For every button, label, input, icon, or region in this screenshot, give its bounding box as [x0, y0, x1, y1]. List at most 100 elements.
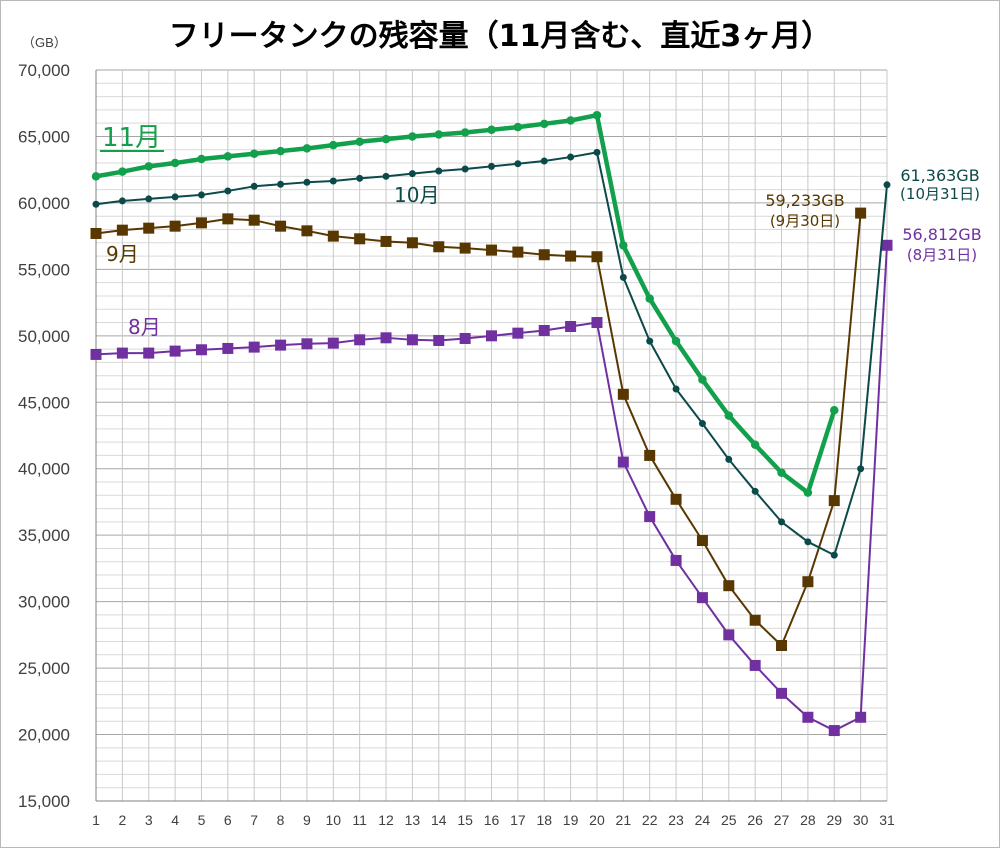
- data-point: [540, 157, 548, 165]
- end-date-label: (8月31日): [907, 246, 977, 264]
- y-tick-label: 45,000: [18, 393, 70, 412]
- series-10月: [92, 148, 891, 559]
- data-point: [380, 332, 392, 344]
- data-point: [169, 345, 181, 357]
- data-point: [486, 330, 497, 342]
- data-point: [461, 165, 469, 173]
- data-point: [645, 294, 654, 303]
- data-point: [250, 182, 258, 190]
- data-point: [828, 495, 840, 507]
- data-point: [303, 178, 311, 186]
- data-point: [514, 160, 522, 168]
- chart-title: フリータンクの残容量（11月含む、直近3ヶ月）: [169, 19, 832, 54]
- x-tick-label: 15: [457, 812, 473, 828]
- data-point: [406, 237, 418, 249]
- data-point: [591, 251, 603, 263]
- data-point: [276, 146, 285, 156]
- data-point: [804, 538, 812, 546]
- data-point: [567, 153, 575, 161]
- data-point: [355, 137, 364, 147]
- data-point: [538, 325, 550, 337]
- data-point: [723, 580, 735, 592]
- data-point: [857, 465, 865, 473]
- data-point: [222, 342, 234, 354]
- y-tick-label: 55,000: [18, 260, 70, 279]
- data-point: [118, 197, 126, 205]
- data-point: [433, 334, 445, 346]
- data-point: [329, 177, 337, 185]
- x-tick-label: 24: [695, 812, 711, 828]
- data-point: [116, 224, 128, 236]
- data-point: [116, 347, 128, 359]
- data-point: [646, 337, 654, 345]
- y-unit-label: （GB）: [22, 35, 67, 50]
- x-tick-label: 27: [774, 812, 790, 828]
- data-point: [144, 162, 153, 171]
- x-tick-label: 9: [303, 812, 311, 828]
- data-point: [881, 239, 893, 251]
- x-tick-label: 11: [352, 812, 367, 828]
- x-tick-label: 19: [563, 812, 579, 828]
- x-tick-label: 26: [747, 812, 763, 828]
- data-point: [169, 220, 181, 232]
- data-point: [171, 193, 179, 201]
- data-point: [723, 629, 735, 641]
- x-tick-label: 30: [853, 812, 869, 828]
- y-tick-label: 40,000: [18, 460, 70, 479]
- x-tick-label: 4: [171, 812, 179, 828]
- x-tick-label: 28: [800, 812, 816, 828]
- end-value-label: 56,812GB: [902, 225, 981, 244]
- y-tick-label: 60,000: [18, 194, 70, 213]
- y-tick-label: 50,000: [18, 327, 70, 346]
- y-tick-label: 70,000: [18, 61, 70, 80]
- data-point: [223, 152, 233, 161]
- data-point: [696, 592, 708, 604]
- x-tick-label: 22: [642, 812, 658, 828]
- data-point: [327, 337, 339, 349]
- x-tick-label: 6: [224, 812, 232, 828]
- data-point: [382, 172, 390, 180]
- x-tick-label: 10: [326, 812, 342, 828]
- x-tick-label: 17: [510, 812, 526, 828]
- y-tick-label: 30,000: [18, 593, 70, 612]
- data-point: [143, 222, 155, 234]
- series-lines: [90, 110, 893, 737]
- data-point: [802, 576, 814, 588]
- data-point: [830, 405, 839, 415]
- data-point: [301, 338, 313, 350]
- vertical-gridlines: [121, 70, 888, 801]
- data-point: [538, 249, 550, 261]
- data-point: [459, 332, 471, 344]
- data-point: [380, 235, 392, 247]
- data-point: [855, 711, 867, 723]
- data-point: [512, 246, 524, 258]
- data-point: [591, 317, 603, 329]
- data-point: [696, 534, 708, 546]
- data-point: [830, 551, 838, 559]
- data-point: [565, 250, 577, 262]
- data-point: [670, 554, 682, 566]
- data-point: [248, 214, 260, 226]
- data-point: [381, 134, 391, 144]
- y-tick-label: 25,000: [18, 659, 70, 678]
- series-labels: 8月 9月 10月 11月 56,812GB (8月31日) 59,233GB (9月30日)…: [100, 123, 982, 339]
- data-point: [671, 336, 681, 346]
- data-point: [277, 180, 285, 188]
- x-tick-label: 25: [721, 812, 737, 828]
- x-tick-label: 16: [484, 812, 500, 828]
- data-point: [354, 334, 366, 346]
- data-point: [698, 420, 706, 428]
- data-point: [90, 348, 102, 360]
- data-point: [275, 220, 287, 232]
- data-point: [433, 241, 445, 253]
- data-point: [751, 487, 759, 495]
- data-point: [275, 339, 287, 351]
- end-date-label: (10月31日): [900, 185, 980, 203]
- x-tick-label: 12: [378, 812, 394, 828]
- series-11月: [91, 110, 839, 497]
- data-point: [776, 639, 788, 651]
- data-point: [222, 213, 234, 225]
- y-tick-label: 15,000: [18, 792, 70, 811]
- data-point: [459, 242, 471, 254]
